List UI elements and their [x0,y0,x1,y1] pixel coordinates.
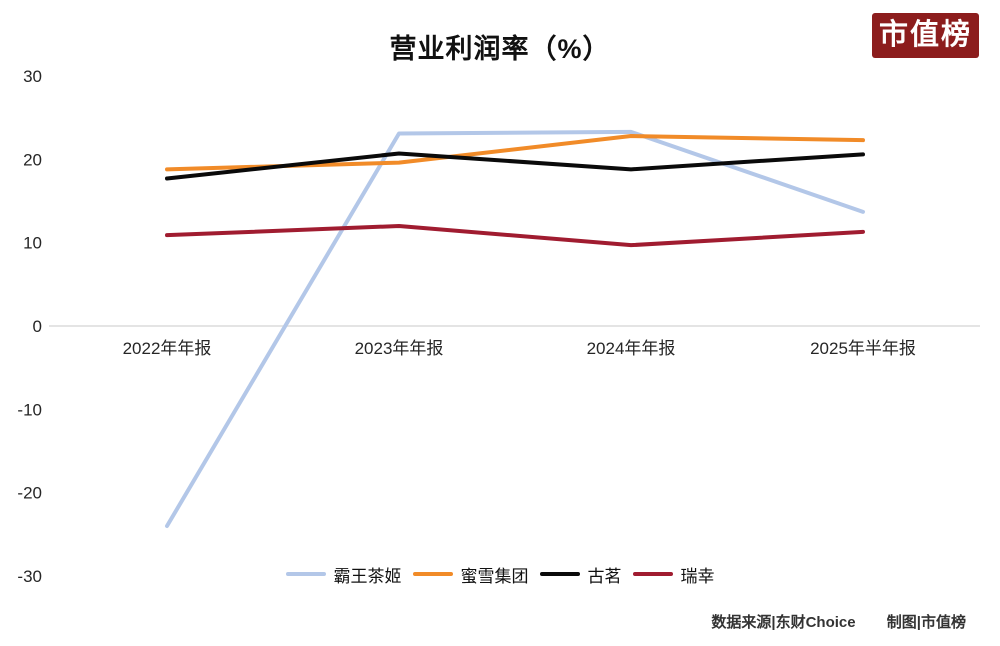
chart-credit-text: 制图|市值榜 [886,614,966,631]
x-tick-label: 2023年年报 [355,339,444,358]
legend-label: 古茗 [587,566,622,586]
data-source-text: 数据来源|东财Choice [711,614,856,631]
y-tick-label: 10 [23,234,42,253]
legend-item: 蜜雪集团 [412,562,529,587]
y-tick-label: -10 [17,400,42,419]
logo-badge: 市值榜 [871,13,979,58]
series-line [165,134,865,172]
legend-label: 瑞幸 [680,566,715,586]
y-tick-label: -20 [17,484,42,503]
legend-item: 古茗 [539,562,622,587]
x-tick-label: 2024年年报 [587,339,676,358]
legend-swatch [539,572,580,576]
legend-swatch [412,572,453,576]
footer-credits: 数据来源|东财Choice 制图|市值榜 [711,611,966,632]
legend: 霸王茶姬 蜜雪集团 古茗 瑞幸 [0,562,1000,586]
x-tick-label: 2025年半年报 [810,339,916,358]
y-tick-label: 0 [33,317,42,336]
legend-item: 瑞幸 [632,562,715,587]
legend-label: 蜜雪集团 [460,566,529,586]
x-tick-label: 2022年年报 [123,339,212,358]
chart-title: 营业利润率（%） [389,34,611,64]
y-tick-label: 30 [23,67,42,86]
series-line [165,224,865,248]
y-tick-label: 20 [23,150,42,169]
series-line [165,151,865,181]
y-tick-label: -30 [17,567,42,586]
legend-item: 霸王茶姬 [285,562,402,587]
legend-swatch [632,572,673,576]
legend-label: 霸王茶姬 [333,566,402,586]
legend-swatch [285,572,326,576]
series-line [165,129,865,528]
